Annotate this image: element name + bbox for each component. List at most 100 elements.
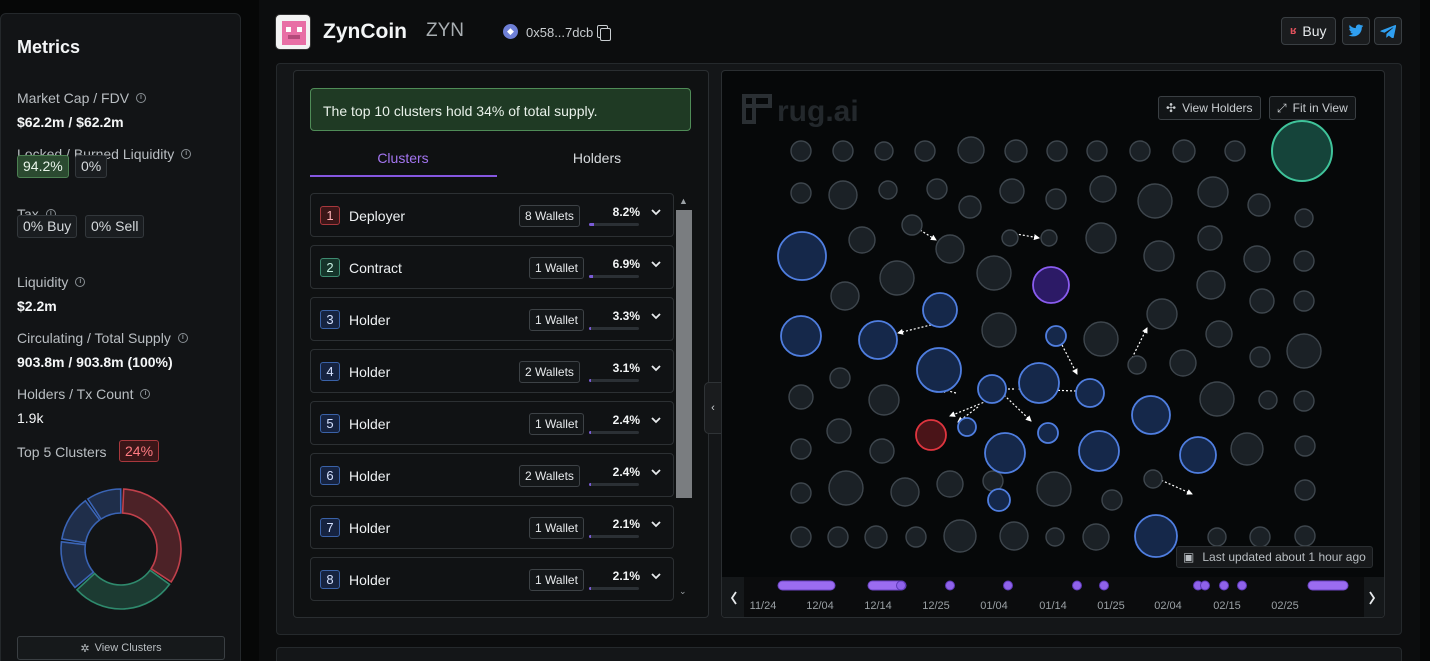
donut-segment[interactable] <box>75 569 171 610</box>
cluster-row[interactable]: 7 Holder 1 Wallet 2.1% <box>310 505 674 549</box>
wallet-count-badge[interactable]: 1 Wallet <box>529 517 584 539</box>
timeline-events[interactable] <box>777 580 1349 591</box>
chevron-down-icon[interactable] <box>650 362 662 374</box>
wallet-bubble[interactable] <box>1249 288 1275 314</box>
cluster-wallet-bubble[interactable] <box>1075 378 1105 408</box>
wallet-count-badge[interactable]: 2 Wallets <box>519 465 580 487</box>
donut-segment[interactable] <box>60 540 95 589</box>
tab-holders[interactable]: Holders <box>572 150 622 166</box>
timeline-event[interactable] <box>1219 580 1229 591</box>
cluster-row[interactable]: 8 Holder 1 Wallet 2.1% <box>310 557 674 601</box>
cluster-row[interactable]: 4 Holder 2 Wallets 3.1% <box>310 349 674 393</box>
wallet-bubble[interactable] <box>1196 270 1226 300</box>
twitter-button[interactable] <box>1342 17 1370 45</box>
wallet-bubble[interactable] <box>848 226 876 254</box>
timeline-canvas[interactable]: 11/24 12/04 12/14 12/25 01/04 01/14 01/25 02/04… <box>722 577 1385 618</box>
wallet-bubble[interactable] <box>829 367 851 389</box>
info-icon[interactable]: i <box>140 389 151 399</box>
cluster-wallet-bubble[interactable] <box>1037 422 1059 444</box>
wallet-bubble[interactable] <box>1243 245 1271 273</box>
view-clusters-button[interactable]: ✲ View Clusters <box>17 636 225 660</box>
wallet-bubble[interactable] <box>878 180 898 200</box>
wallet-bubble[interactable] <box>1040 229 1058 247</box>
timeline-range[interactable] <box>777 580 836 591</box>
scroll-up-icon[interactable]: ▲ <box>679 196 688 206</box>
chevron-down-icon[interactable] <box>650 206 662 218</box>
timeline-event[interactable] <box>1099 580 1109 591</box>
cluster-wallet-bubble[interactable] <box>780 315 822 357</box>
cluster-wallet-bubble[interactable] <box>1134 514 1178 558</box>
wallet-bubble[interactable] <box>1286 333 1322 369</box>
chevron-down-icon[interactable] <box>650 414 662 426</box>
fit-in-view-button[interactable]: ⤢ Fit in View <box>1269 96 1356 120</box>
chevron-down-icon[interactable] <box>650 310 662 322</box>
wallet-bubble[interactable] <box>914 140 936 162</box>
wallet-bubble[interactable] <box>1258 390 1278 410</box>
cluster-wallet-bubble[interactable] <box>1045 325 1067 347</box>
highlighted-bubble[interactable] <box>1032 266 1070 304</box>
cluster-wallet-bubble[interactable] <box>1078 430 1120 472</box>
timeline-next-icon[interactable] <box>1369 591 1376 605</box>
cluster-wallet-bubble[interactable] <box>858 320 898 360</box>
info-icon[interactable]: i <box>177 333 188 343</box>
wallet-bubbles[interactable] <box>777 120 1333 558</box>
chevron-down-icon[interactable] <box>650 570 662 582</box>
token-address[interactable]: 0x58...7dcb <box>526 25 594 40</box>
copy-icon[interactable] <box>597 25 611 41</box>
info-icon[interactable]: i <box>75 277 86 287</box>
wallet-bubble[interactable] <box>874 141 894 161</box>
cluster-wallet-bubble[interactable] <box>1018 362 1060 404</box>
wallet-bubble[interactable] <box>1086 140 1108 162</box>
deployer-bubble[interactable] <box>915 419 947 451</box>
timeline-prev-icon[interactable] <box>730 591 737 605</box>
wallet-bubble[interactable] <box>999 178 1025 204</box>
wallet-bubble[interactable] <box>1249 346 1271 368</box>
wallet-bubble[interactable] <box>827 526 849 548</box>
wallet-bubble[interactable] <box>1293 250 1315 272</box>
cluster-list-scrollbar[interactable]: ▲ ⌄ <box>676 194 692 608</box>
timeline-event[interactable] <box>896 580 906 591</box>
wallet-count-badge[interactable]: 2 Wallets <box>519 361 580 383</box>
wallet-bubble[interactable] <box>790 140 812 162</box>
telegram-button[interactable] <box>1374 17 1402 45</box>
wallet-bubble[interactable] <box>790 182 812 204</box>
cluster-wallet-bubble[interactable] <box>922 292 958 328</box>
wallet-bubble[interactable] <box>1294 525 1316 547</box>
wallet-bubble[interactable] <box>1230 432 1264 466</box>
timeline-event[interactable] <box>1072 580 1082 591</box>
wallet-bubble[interactable] <box>936 470 964 498</box>
wallet-bubble[interactable] <box>1197 176 1229 208</box>
chevron-down-icon[interactable] <box>650 466 662 478</box>
wallet-bubble[interactable] <box>790 526 812 548</box>
wallet-bubble[interactable] <box>1036 471 1072 507</box>
wallet-bubble[interactable] <box>832 140 854 162</box>
timeline-event[interactable] <box>1003 580 1013 591</box>
donut-segment[interactable] <box>121 488 182 583</box>
wallet-bubble[interactable] <box>1172 139 1196 163</box>
wallet-bubble[interactable] <box>788 384 814 410</box>
wallet-bubble[interactable] <box>1169 349 1197 377</box>
cluster-wallet-bubble[interactable] <box>957 417 977 437</box>
wallet-bubble[interactable] <box>1101 489 1123 511</box>
collapse-panel-button[interactable]: ‹ <box>704 382 722 434</box>
info-icon[interactable]: i <box>181 149 192 159</box>
wallet-bubble[interactable] <box>869 438 895 464</box>
wallet-count-badge[interactable]: 8 Wallets <box>519 205 580 227</box>
wallet-bubble[interactable] <box>1146 298 1178 330</box>
wallet-bubble[interactable] <box>1143 469 1163 489</box>
wallet-bubble[interactable] <box>879 260 915 296</box>
wallet-count-badge[interactable]: 1 Wallet <box>529 569 584 591</box>
cluster-wallet-bubble[interactable] <box>1179 436 1217 474</box>
wallet-bubble[interactable] <box>864 525 888 549</box>
wallet-bubble[interactable] <box>1294 435 1316 457</box>
wallet-bubble[interactable] <box>901 214 923 236</box>
timeline-event[interactable] <box>1237 580 1247 591</box>
wallet-bubble[interactable] <box>1137 183 1173 219</box>
wallet-count-badge[interactable]: 1 Wallet <box>529 413 584 435</box>
scroll-down-icon[interactable]: ⌄ <box>679 586 687 596</box>
wallet-bubble[interactable] <box>790 438 812 460</box>
cluster-wallet-bubble[interactable] <box>777 231 827 281</box>
wallet-bubble[interactable] <box>828 180 858 210</box>
wallet-bubble[interactable] <box>1293 290 1315 312</box>
wallet-bubble[interactable] <box>1001 229 1019 247</box>
